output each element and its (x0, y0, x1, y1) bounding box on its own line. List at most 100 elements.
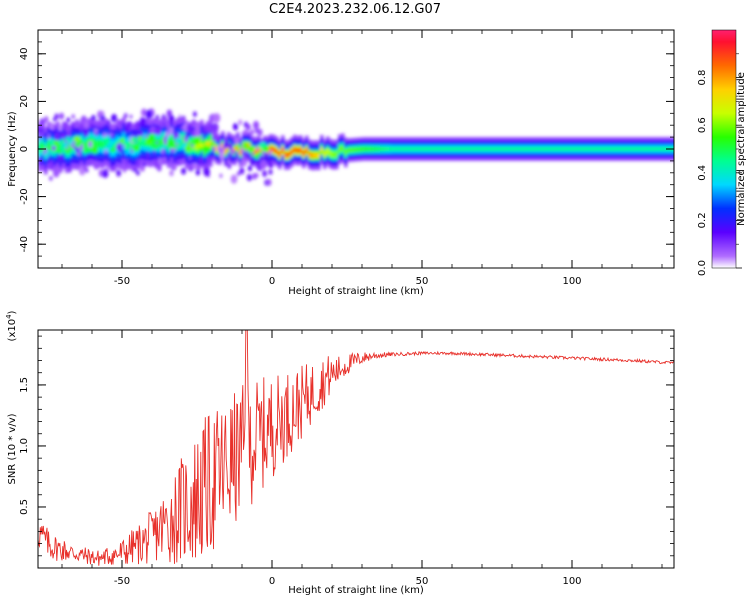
spectrogram-cell (68, 144, 72, 153)
spectrogram-cell (137, 140, 141, 150)
spectrogram-cell (269, 146, 273, 152)
spectrogram-cell (416, 146, 420, 152)
spectrogram-blob (203, 163, 206, 167)
spectrogram-cell (152, 137, 156, 147)
spectrogram-cell (407, 146, 411, 152)
spectrogram-blob (146, 152, 150, 156)
colorbar-tick-label: 0.4 (697, 165, 708, 181)
spectrogram-blob (75, 147, 80, 154)
spectrogram-cell (302, 150, 306, 156)
spectrogram-cell (659, 146, 663, 152)
spectrogram-blob (70, 123, 75, 129)
spectrogram-blob (234, 136, 240, 145)
spectrogram-blob (163, 157, 166, 161)
spectrogram-cell (461, 146, 465, 152)
spectrogram-cell (542, 146, 546, 152)
spectrogram-blob (102, 169, 109, 178)
spectrogram-cell (500, 146, 504, 152)
spectrogram-cell (635, 146, 639, 152)
spectrogram-blob (260, 159, 267, 170)
spectrogram-cell (338, 146, 342, 152)
spectrogram-blob (98, 123, 102, 129)
spectrogram-cell (233, 147, 237, 153)
snr-frame (37, 329, 675, 569)
x-tick-label: 0 (269, 276, 275, 287)
spectrogram-cell (371, 146, 375, 152)
spectrogram-cell (422, 146, 426, 152)
x-tick-label: 100 (562, 576, 581, 587)
spectrogram-blob (135, 159, 142, 167)
spectrogram-blob (165, 130, 170, 138)
spectrogram-blob (91, 145, 99, 154)
spectrogram-cell (674, 145, 678, 154)
spectrogram-cell (290, 149, 294, 155)
spectrogram-cell (215, 146, 219, 152)
spectrogram-blob (245, 123, 251, 131)
spectrogram-blob (246, 174, 252, 182)
spectrogram-cell (467, 146, 471, 152)
spectrogram-blob (148, 133, 156, 142)
spectrogram-cell (194, 141, 198, 150)
spectrogram-blob (48, 161, 55, 170)
spectrogram-cell (383, 146, 387, 152)
snr-xlabel: Height of straight line (km) (288, 585, 424, 596)
spectrogram-cell (674, 147, 678, 151)
spectrogram-cell (275, 148, 279, 154)
spectrogram-blob (116, 169, 122, 177)
spectrogram-cell (596, 146, 600, 152)
spectrogram-cell (332, 152, 336, 158)
spectrogram-cell (98, 139, 102, 148)
spectrogram-blob (58, 125, 63, 131)
spectrogram-blob (252, 173, 257, 180)
spectrogram-cell (614, 146, 618, 152)
spectrogram-blob (190, 168, 193, 172)
spectrogram-cell (650, 146, 654, 152)
spectrogram-blob (205, 163, 209, 167)
spectrogram-cell (419, 146, 423, 152)
spectrogram-cell (239, 149, 243, 155)
spectrogram-cell (533, 146, 537, 152)
spectrogram-blob (193, 162, 198, 169)
spectrogram-cell (644, 146, 648, 152)
spectrogram-blob (88, 162, 91, 166)
spectrogram-blob (239, 167, 245, 175)
spectrogram-blob (232, 123, 239, 131)
spectrogram-cell (560, 146, 564, 152)
spectrogram-blob (252, 120, 260, 130)
spectrogram-blob (100, 115, 105, 121)
spectrogram-blob (83, 120, 90, 129)
spectrogram-blob (52, 168, 60, 178)
spectrogram-cell (425, 146, 429, 152)
spectrogram-panel: -50 0 50 100 40 20 0 -20 -40 Height of straight … (7, 29, 678, 297)
spectrogram-blob (263, 152, 269, 160)
spectrogram-cell (551, 146, 555, 152)
svg-text:(x104): (x104) (5, 310, 18, 341)
spectrogram-cell (608, 146, 612, 152)
spectrogram-heatmap (38, 108, 678, 186)
spectrogram-blob (213, 134, 219, 142)
spectrogram-cell (428, 146, 432, 152)
spectrogram-blob (105, 167, 109, 172)
spectrogram-blob (262, 170, 268, 177)
spectrogram-blob (107, 121, 110, 125)
spectrogram-blob (180, 125, 184, 130)
spectrogram-blob (91, 114, 96, 121)
spectrogram-blob (250, 129, 255, 135)
spectrogram-blob (175, 137, 183, 145)
spectrogram-cell (347, 148, 351, 153)
spectrogram-cell (317, 152, 321, 158)
colorbar-tick-label: 0.6 (697, 117, 708, 133)
spectrogram-cell (503, 146, 507, 152)
spectrogram-cell (284, 152, 288, 158)
spectrogram-blob (102, 132, 107, 138)
spectrogram-blob (43, 167, 47, 173)
y-tick-label: 1.5 (19, 377, 30, 393)
spectrogram-blob (85, 168, 89, 173)
snr-ticks: -50 0 50 100 0.5 1.0 1.5 (19, 330, 674, 587)
y-tick-label: 0 (19, 146, 30, 152)
spectrogram-blob (200, 139, 206, 145)
spectrogram-blob (106, 132, 110, 136)
spectrogram-cell (554, 146, 558, 152)
spectrogram-blob (183, 138, 187, 143)
spectrogram-cell (539, 146, 543, 152)
